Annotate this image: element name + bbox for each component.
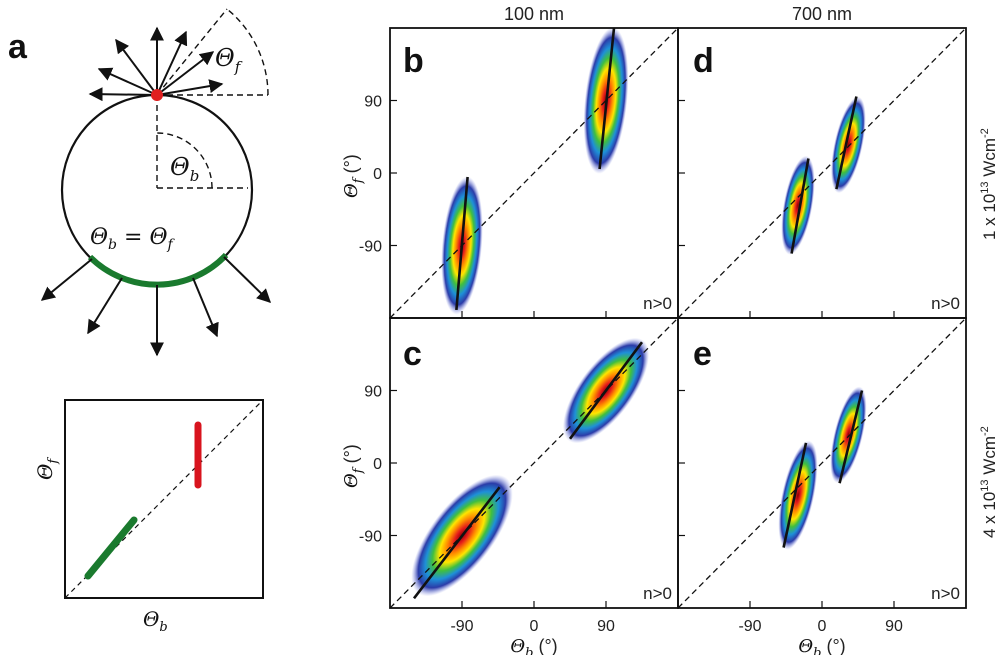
ytick-label: -90 <box>359 239 382 256</box>
inset-xlabel: Θb <box>143 607 168 635</box>
density-cluster-e-1 <box>778 440 818 550</box>
density-cluster-d-1 <box>781 155 815 255</box>
emission-arrows-top <box>88 26 224 102</box>
theta-f-angle-guide <box>156 8 269 96</box>
annotation-d: n>0 <box>931 294 960 313</box>
xtick-label: -90 <box>450 618 473 635</box>
theta-f-label: Θf <box>215 44 243 76</box>
column-header-700nm: 700 nm <box>792 4 852 24</box>
emission-arrows-bottom <box>40 256 272 357</box>
ytick-label: 90 <box>364 384 382 401</box>
ytick-label: 0 <box>373 456 382 473</box>
plot-area-b <box>390 28 678 318</box>
scatter-panel-d: d n>0 <box>677 27 967 319</box>
xtick-label: 0 <box>530 618 539 635</box>
plot-area-d <box>678 28 966 318</box>
scatter-panel-e: -90 0 90 e n>0 <box>677 317 967 635</box>
annotation-b: n>0 <box>643 294 672 313</box>
scatter-panel-c: 90 0 -90 -90 0 90 c n>0 <box>359 317 679 635</box>
xlabel-right: Θb (°) <box>798 636 845 655</box>
xtick-label: -90 <box>738 618 761 635</box>
fit-line-b-1 <box>455 176 469 311</box>
fit-line-b-2 <box>598 28 616 170</box>
fit-line-c-2 <box>568 341 644 440</box>
diagonal-line-c <box>390 318 678 608</box>
diagonal-line-e <box>678 318 966 608</box>
density-cluster-d-2 <box>831 96 866 194</box>
inset-green-bar <box>84 516 138 580</box>
xtick-label: 0 <box>818 618 827 635</box>
xlabel-left: Θb (°) <box>510 636 557 655</box>
ytick-label: 0 <box>373 166 382 183</box>
panel-label-e: e <box>693 335 712 373</box>
density-cluster-e-2 <box>830 386 867 484</box>
equality-label: Θb = Θf <box>90 225 175 253</box>
panel-label-c: c <box>403 335 422 373</box>
plot-area-e <box>678 318 966 608</box>
scatter-panel-b: 90 0 -90 b n>0 <box>359 27 679 319</box>
theta-b-label: Θb <box>170 153 199 185</box>
schematic-panel: a Θf Θb Θb = <box>8 8 272 635</box>
inset-ylabel: Θf <box>33 457 61 480</box>
inset-plot: Θb Θf <box>33 399 264 635</box>
fit-line-d-2 <box>835 96 858 190</box>
annotation-e: n>0 <box>931 584 960 603</box>
column-header-100nm: 100 nm <box>504 4 564 24</box>
annotation-c: n>0 <box>643 584 672 603</box>
diagonal-line-d <box>678 28 966 318</box>
panel-label-a: a <box>8 28 28 66</box>
panel-label-d: d <box>693 42 714 80</box>
ytick-label: 90 <box>364 94 382 111</box>
theta-b-angle-guide <box>156 95 248 189</box>
fit-line-c-1 <box>412 486 501 600</box>
row-label-top: 1 x 1013 Wcm-2 <box>979 128 999 240</box>
row-label-bottom: 4 x 1013 Wcm-2 <box>979 426 999 538</box>
xtick-label: 90 <box>885 618 903 635</box>
plot-area-c <box>390 318 678 608</box>
ylabel-bottom: Θf (°) <box>341 444 366 488</box>
fit-line-e-2 <box>838 390 864 484</box>
equal-angle-arc <box>87 252 229 288</box>
fit-line-d-1 <box>790 158 810 254</box>
xtick-label: 90 <box>597 618 615 635</box>
ylabel-top: Θf (°) <box>341 154 366 198</box>
fit-line-e-1 <box>782 442 808 548</box>
panel-label-b: b <box>403 42 424 80</box>
diagonal-line-b <box>390 28 678 318</box>
ytick-label: -90 <box>359 529 382 546</box>
emission-point <box>151 89 163 101</box>
scatter-grid: 90 0 -90 b n>0 90 0 -90 -90 0 90 c n>0 d n>0 -90 0 90 e n>0 <box>359 27 967 635</box>
